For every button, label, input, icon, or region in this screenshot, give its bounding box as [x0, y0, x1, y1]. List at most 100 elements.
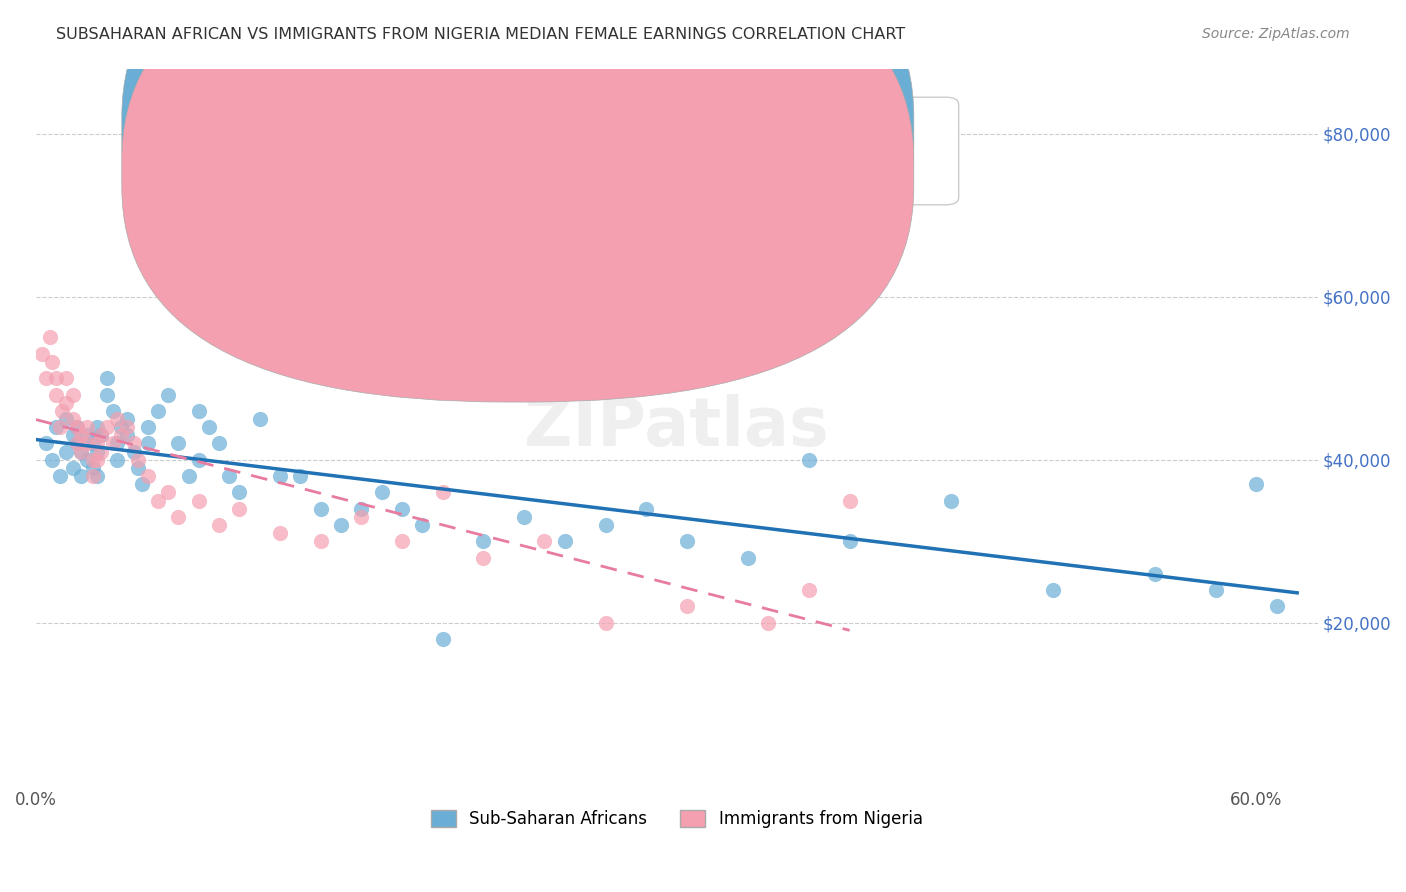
- Point: [797, 583, 820, 598]
- Point: [187, 493, 209, 508]
- Point: [187, 404, 209, 418]
- Point: [31, 347, 53, 361]
- Point: [41, 355, 63, 369]
- Point: [391, 501, 413, 516]
- Point: [122, 436, 145, 450]
- Point: [65, 420, 87, 434]
- Point: [65, 436, 87, 450]
- Point: [330, 518, 353, 533]
- Point: [45, 371, 67, 385]
- Point: [157, 485, 180, 500]
- Point: [177, 469, 200, 483]
- Point: [131, 477, 153, 491]
- Point: [69, 444, 91, 458]
- Point: [146, 404, 169, 418]
- Point: [350, 501, 373, 516]
- FancyBboxPatch shape: [122, 0, 914, 359]
- Point: [49, 420, 72, 434]
- Point: [595, 615, 617, 630]
- Point: [69, 444, 91, 458]
- Point: [41, 452, 63, 467]
- Point: [62, 461, 84, 475]
- Point: [86, 452, 108, 467]
- Point: [198, 420, 221, 434]
- Point: [432, 632, 454, 646]
- Point: [82, 469, 104, 483]
- Point: [676, 599, 699, 614]
- Point: [96, 387, 118, 401]
- Point: [65, 420, 87, 434]
- Point: [86, 436, 108, 450]
- Point: [737, 550, 759, 565]
- Point: [82, 452, 104, 467]
- FancyBboxPatch shape: [485, 97, 959, 205]
- Point: [62, 412, 84, 426]
- Point: [513, 509, 536, 524]
- Point: [595, 518, 617, 533]
- Point: [117, 420, 139, 434]
- Point: [756, 615, 779, 630]
- Point: [1143, 566, 1166, 581]
- Point: [208, 436, 231, 450]
- Point: [228, 485, 250, 500]
- Point: [797, 452, 820, 467]
- Point: [136, 469, 159, 483]
- Point: [472, 534, 495, 549]
- Point: [838, 493, 860, 508]
- Point: [69, 469, 91, 483]
- Point: [1205, 583, 1227, 598]
- Point: [110, 428, 132, 442]
- Point: [69, 428, 91, 442]
- Point: [117, 412, 139, 426]
- Point: [309, 501, 332, 516]
- Point: [249, 412, 271, 426]
- Point: [269, 469, 291, 483]
- Point: [96, 420, 118, 434]
- Point: [90, 444, 112, 458]
- Point: [290, 469, 312, 483]
- Point: [636, 501, 658, 516]
- Text: SUBSAHARAN AFRICAN VS IMMIGRANTS FROM NIGERIA MEDIAN FEMALE EARNINGS CORRELATION: SUBSAHARAN AFRICAN VS IMMIGRANTS FROM NI…: [56, 27, 905, 42]
- Point: [51, 404, 73, 418]
- Point: [105, 412, 128, 426]
- Point: [350, 509, 373, 524]
- Point: [309, 534, 332, 549]
- Point: [86, 469, 108, 483]
- Point: [127, 461, 149, 475]
- Point: [554, 534, 576, 549]
- Point: [105, 452, 128, 467]
- Point: [86, 420, 108, 434]
- Point: [127, 452, 149, 467]
- Point: [103, 404, 125, 418]
- Point: [76, 420, 98, 434]
- Point: [110, 420, 132, 434]
- Point: [55, 444, 77, 458]
- FancyBboxPatch shape: [122, 0, 914, 402]
- Point: [105, 436, 128, 450]
- Point: [96, 371, 118, 385]
- Point: [167, 509, 190, 524]
- Point: [838, 534, 860, 549]
- Point: [228, 501, 250, 516]
- Point: [35, 436, 58, 450]
- Point: [136, 436, 159, 450]
- Point: [62, 428, 84, 442]
- Point: [86, 444, 108, 458]
- Point: [49, 469, 72, 483]
- Point: [55, 371, 77, 385]
- Point: [676, 534, 699, 549]
- Point: [432, 485, 454, 500]
- Point: [411, 518, 433, 533]
- Point: [218, 469, 240, 483]
- Point: [55, 412, 77, 426]
- Point: [187, 452, 209, 467]
- Point: [1246, 477, 1268, 491]
- Point: [76, 436, 98, 450]
- Point: [62, 387, 84, 401]
- Point: [122, 444, 145, 458]
- Legend: Sub-Saharan Africans, Immigrants from Nigeria: Sub-Saharan Africans, Immigrants from Ni…: [425, 804, 929, 835]
- Point: [76, 428, 98, 442]
- Point: [157, 387, 180, 401]
- Point: [371, 485, 394, 500]
- Point: [90, 428, 112, 442]
